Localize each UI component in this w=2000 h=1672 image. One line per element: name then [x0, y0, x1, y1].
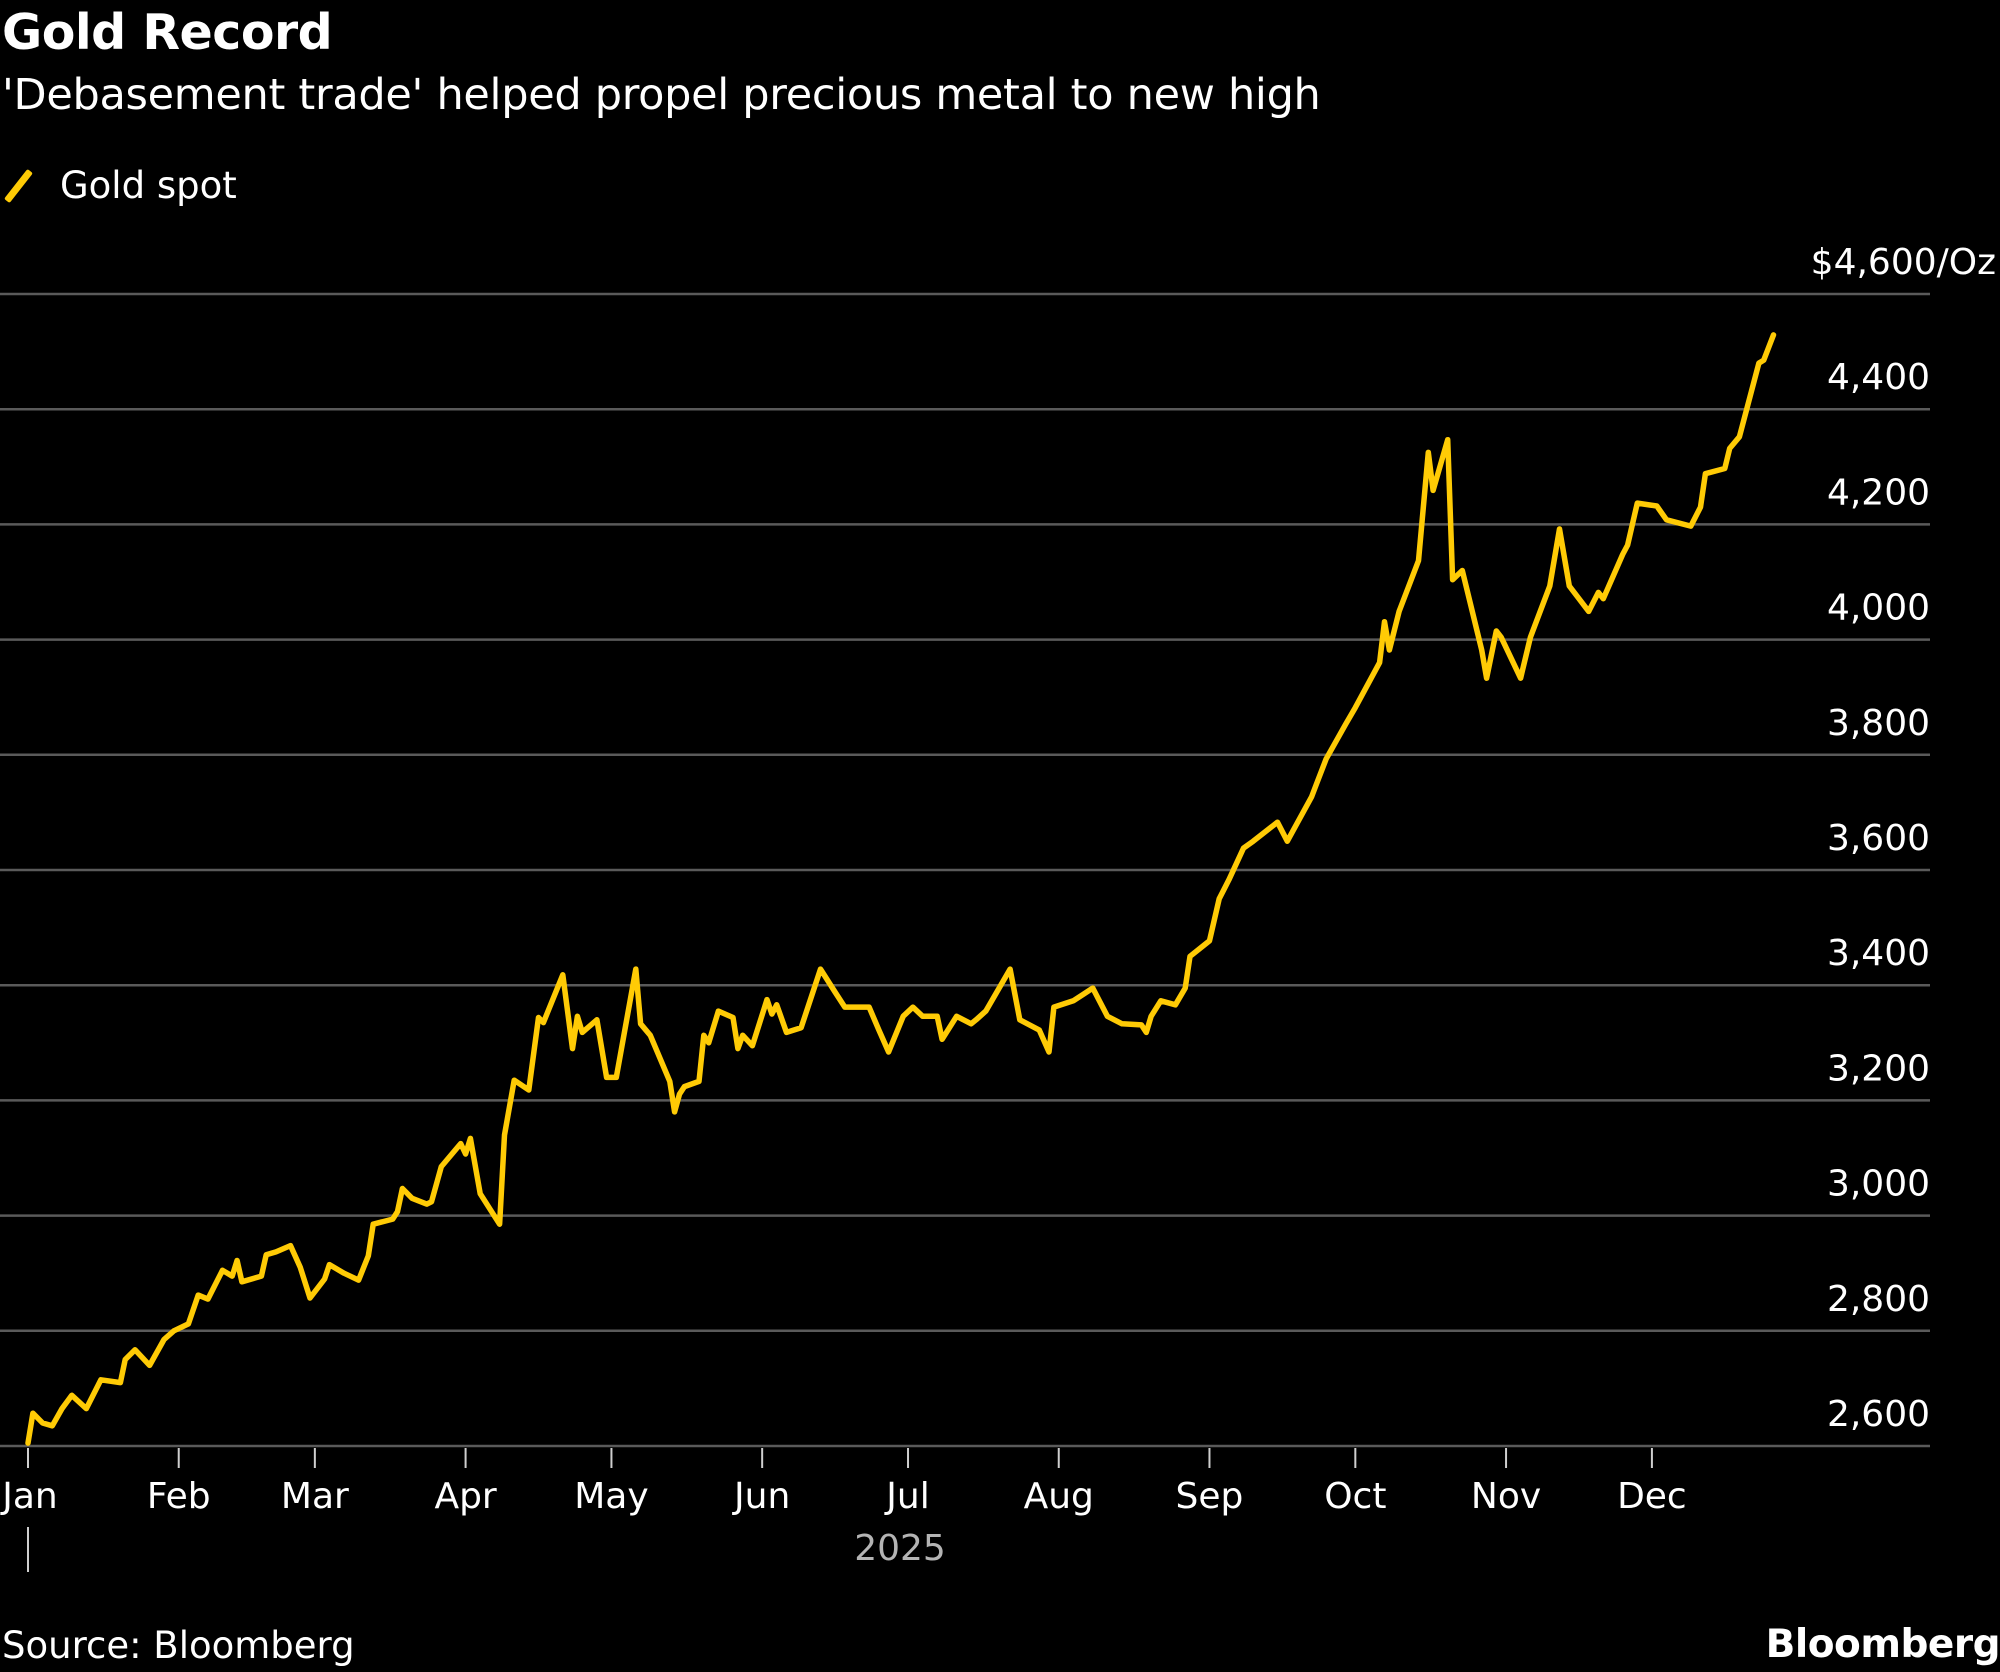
source-note: Source: Bloomberg: [2, 1624, 355, 1667]
y-tick-label: 2,800: [1827, 1279, 1930, 1320]
gridlines: [0, 292, 1930, 1448]
x-tick-label: Oct: [1324, 1476, 1386, 1517]
x-tick-label: May: [574, 1476, 648, 1517]
y-tick-label: 4,000: [1827, 588, 1930, 629]
x-tick-label: Apr: [434, 1476, 496, 1517]
x-tick-label: Jun: [732, 1476, 790, 1517]
x-tick-label: Sep: [1176, 1476, 1244, 1517]
chart-title: Gold Record: [2, 4, 333, 61]
legend: Gold spot: [4, 164, 237, 207]
y-tick-label: 2,600: [1827, 1394, 1930, 1435]
y-axis-labels: 2,600 2,800 3,000 3,200 3,400 3,600 3,800 4,000…: [1811, 242, 1996, 1435]
y-tick-label: 4,400: [1827, 357, 1930, 398]
legend-label-gold-spot: Gold spot: [60, 164, 237, 207]
x-tick-label: Feb: [147, 1476, 211, 1517]
y-tick-label: 3,400: [1827, 933, 1930, 974]
series-layer: [25, 332, 1777, 1446]
x-tick-label: Nov: [1471, 1476, 1541, 1517]
y-tick-label: $4,600/Oz: [1811, 242, 1996, 283]
x-tick-label: Jul: [884, 1476, 929, 1517]
y-tick-label: 3,200: [1827, 1048, 1930, 1089]
y-tick-label: 3,800: [1827, 703, 1930, 744]
y-tick-label: 3,600: [1827, 818, 1930, 859]
x-tick-label: Jan: [0, 1476, 58, 1517]
series-line-gold-spot: [25, 332, 1777, 1446]
x-tick-label: Mar: [281, 1476, 349, 1517]
y-tick-label: 3,000: [1827, 1164, 1930, 1205]
x-tick-label: Dec: [1617, 1476, 1687, 1517]
x-axis: Jan Feb Mar Apr May Jun Jul Aug Sep Oct Nov Dec: [0, 1448, 1687, 1517]
chart-subtitle: 'Debasement trade' helped propel preciou…: [2, 70, 1321, 120]
x-axis-year-label: 2025: [854, 1528, 946, 1569]
bloomberg-logo: Bloomberg: [1765, 1622, 2000, 1667]
y-tick-label: 4,200: [1827, 472, 1930, 513]
x-tick-label: Aug: [1024, 1476, 1094, 1517]
